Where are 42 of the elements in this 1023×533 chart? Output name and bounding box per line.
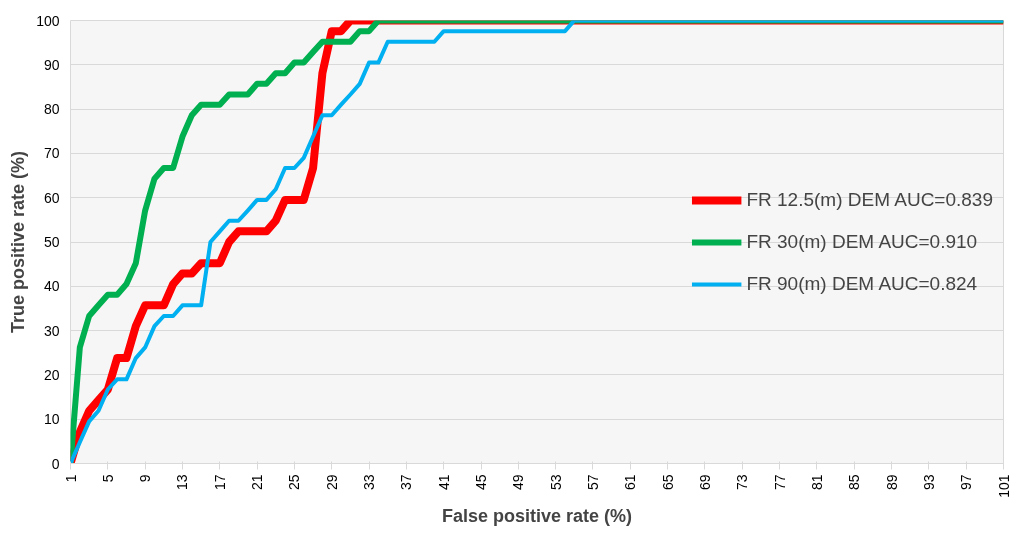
y-tick-label: 60 — [43, 189, 60, 206]
y-tick-label: 10 — [43, 411, 60, 428]
y-tick-label: 0 — [51, 455, 60, 472]
y-tick-label: 30 — [43, 322, 60, 339]
y-axis-title: True positive rate (%) — [8, 150, 29, 334]
y-tick-label: 100 — [36, 12, 60, 29]
x-tick-label: 21 — [249, 474, 266, 491]
x-tick-label: 5 — [99, 474, 116, 483]
x-tick-label: 9 — [137, 474, 154, 483]
x-tick-label: 41 — [435, 474, 452, 491]
legend-label: FR 30(m) DEM AUC=0.910 — [746, 229, 978, 254]
y-tick-label: 20 — [43, 366, 60, 383]
y-tick-label: 80 — [43, 101, 60, 118]
x-axis-title: False positive rate (%) — [441, 505, 633, 526]
x-tick-label: 93 — [920, 474, 937, 491]
x-tick-label: 17 — [211, 474, 228, 491]
x-tick-label: 97 — [958, 474, 975, 491]
x-tick-label: 65 — [659, 474, 676, 491]
x-tick-label: 81 — [808, 474, 825, 491]
legend-label: FR 12.5(m) DEM AUC=0.839 — [746, 187, 993, 212]
x-tick-label: 13 — [174, 474, 191, 491]
x-tick-label: 49 — [510, 474, 527, 491]
x-tick-label: 29 — [323, 474, 340, 491]
y-tick-label: 90 — [43, 56, 60, 73]
x-tick-label: 53 — [547, 474, 564, 491]
x-tick-label: 77 — [771, 474, 788, 491]
x-tick-label: 69 — [696, 474, 713, 491]
x-tick-label: 101 — [995, 474, 1012, 498]
x-tick-label: 61 — [622, 474, 639, 491]
x-tick-label: 37 — [398, 474, 415, 491]
x-tick-label: 85 — [846, 474, 863, 491]
x-tick-label: 1 — [62, 474, 79, 483]
x-tick-label: 45 — [473, 474, 490, 491]
x-tick-label: 25 — [286, 474, 303, 491]
legend-label: FR 90(m) DEM AUC=0.824 — [746, 271, 978, 296]
x-tick-label: 33 — [361, 474, 378, 491]
x-tick-label: 73 — [734, 474, 751, 491]
y-tick-label: 50 — [43, 234, 60, 250]
x-tick-label: 89 — [883, 474, 900, 491]
y-tick-label: 40 — [43, 278, 60, 295]
x-tick-label: 57 — [584, 474, 601, 491]
y-tick-label: 70 — [43, 145, 60, 162]
